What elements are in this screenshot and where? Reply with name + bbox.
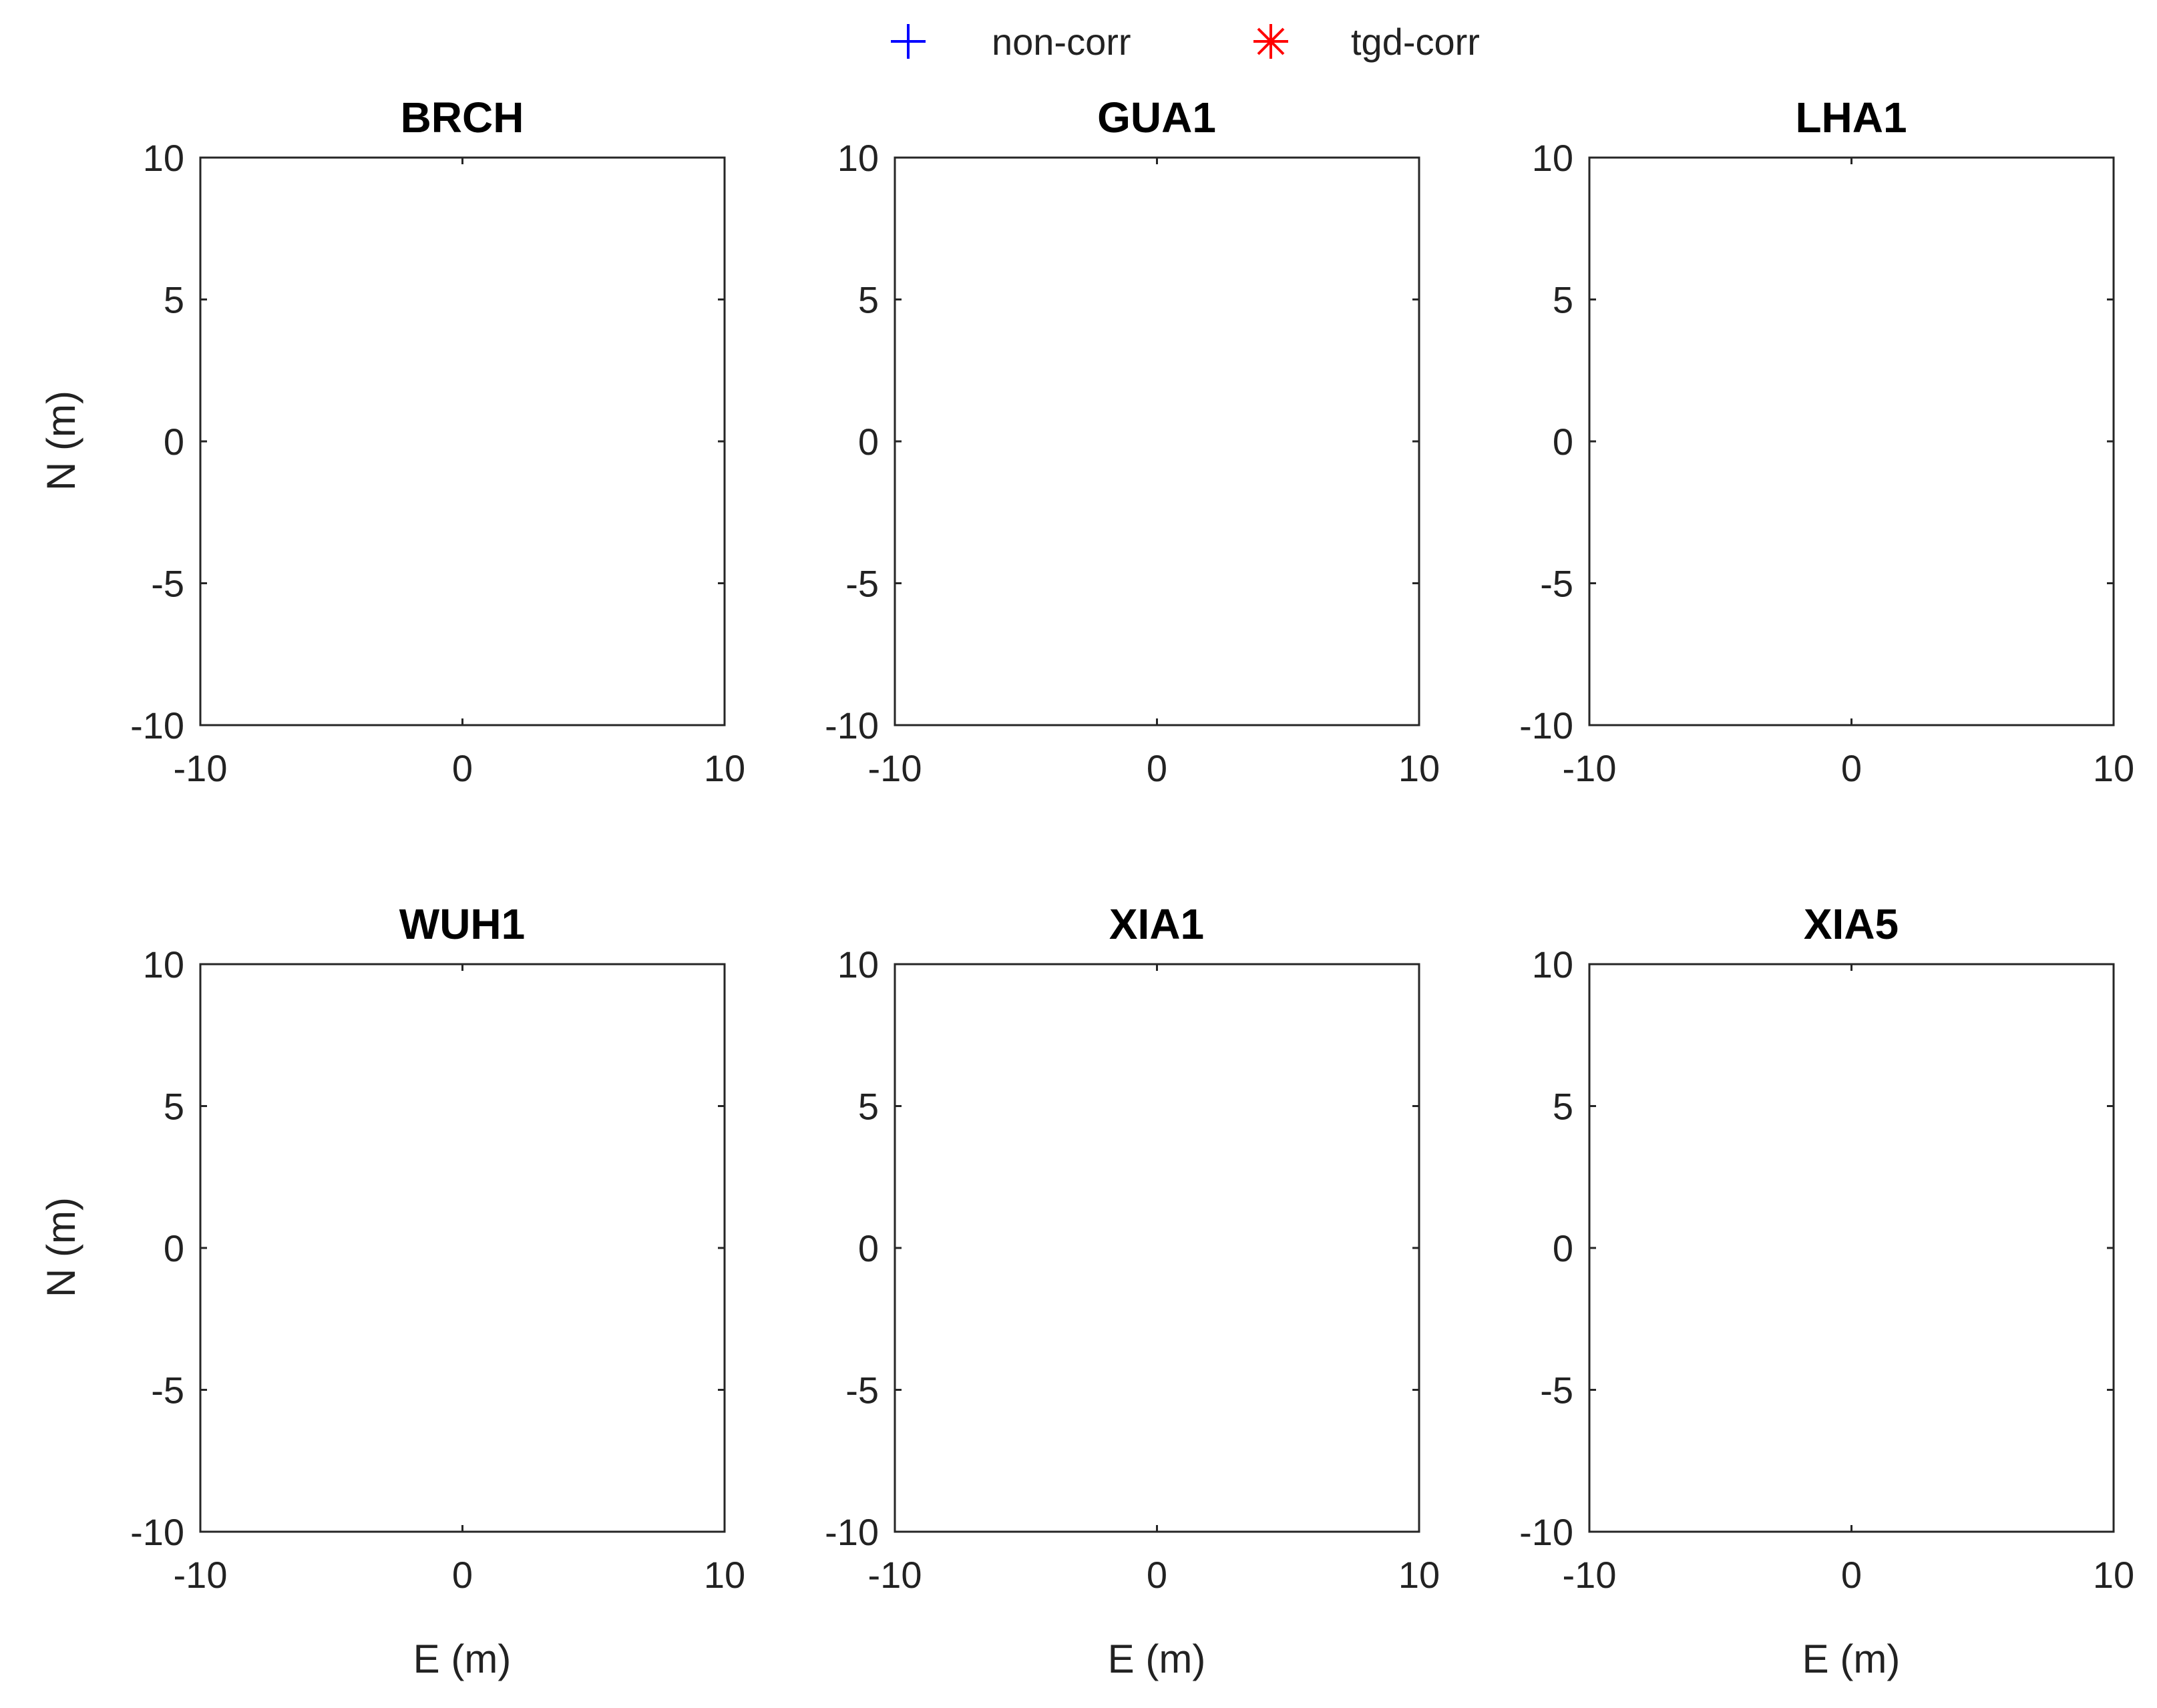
panel-title-lha1: LHA1 bbox=[1795, 93, 1907, 142]
ticks-gua1: -10 0 10 -10 -5 0 5 10 bbox=[825, 137, 1440, 789]
y-tick-label: 0 bbox=[1553, 1227, 1573, 1269]
y-tick-label: -5 bbox=[151, 1369, 184, 1412]
y-tick-label: 10 bbox=[837, 943, 879, 986]
y-tick-label: -5 bbox=[1540, 563, 1573, 605]
panel-lha1: -10 0 10 -10 -5 0 5 10 bbox=[1519, 137, 2134, 789]
x-tick-label: -10 bbox=[868, 1554, 922, 1596]
axis-frame-lha1 bbox=[1588, 156, 2115, 726]
y-tick-label: 10 bbox=[143, 137, 184, 179]
y-tick-label: 5 bbox=[858, 1086, 879, 1128]
x-axis-label-wuh1: E (m) bbox=[413, 1637, 512, 1681]
y-tick-label: 5 bbox=[1553, 1086, 1573, 1128]
ticks-xia1: -10 0 10 -10 -5 0 5 10 bbox=[825, 943, 1440, 1596]
x-tick-label: -10 bbox=[174, 1554, 228, 1596]
y-tick-label: -10 bbox=[130, 704, 184, 746]
x-tick-label: 10 bbox=[2093, 747, 2134, 789]
x-tick-label: -10 bbox=[868, 747, 922, 789]
panel-title-xia1: XIA1 bbox=[1109, 900, 1204, 948]
y-tick-label: 0 bbox=[1553, 421, 1573, 463]
axis-frame-xia1 bbox=[894, 963, 1420, 1533]
y-axis-label-bottom: N (m) bbox=[39, 1197, 83, 1297]
y-tick-label: 5 bbox=[858, 279, 879, 321]
x-tick-label: 0 bbox=[1147, 1554, 1167, 1596]
y-tick-label: -5 bbox=[845, 563, 879, 605]
ticks-brch: -10 0 10 -10 -5 0 5 10 bbox=[130, 137, 745, 789]
legend-label-non-corr: non-corr bbox=[992, 21, 1131, 63]
y-tick-label: 10 bbox=[837, 137, 879, 179]
x-tick-label: 10 bbox=[704, 747, 745, 789]
panel-title-xia5: XIA5 bbox=[1804, 900, 1899, 948]
legend: non-corr tgd-corr bbox=[891, 21, 1480, 63]
legend-marker-non-corr bbox=[891, 24, 926, 59]
y-tick-label: 10 bbox=[143, 943, 184, 986]
x-tick-label: 0 bbox=[452, 747, 473, 789]
x-tick-label: 10 bbox=[2093, 1554, 2134, 1596]
y-tick-label: 0 bbox=[858, 421, 879, 463]
x-tick-label: 10 bbox=[1398, 747, 1440, 789]
x-tick-label: -10 bbox=[1563, 747, 1617, 789]
y-tick-label: -10 bbox=[825, 1511, 879, 1553]
y-tick-label: -10 bbox=[825, 704, 879, 746]
y-tick-label: -5 bbox=[151, 563, 184, 605]
x-tick-label: 10 bbox=[704, 1554, 745, 1596]
panel-brch: -10 0 10 -10 -5 0 5 10 bbox=[130, 137, 745, 789]
x-tick-label: 0 bbox=[452, 1554, 473, 1596]
panel-xia1: -10 0 10 -10 -5 0 5 10 bbox=[825, 943, 1440, 1596]
panel-wuh1: -10 0 10 -10 -5 0 5 10 bbox=[130, 943, 745, 1596]
panel-title-gua1: GUA1 bbox=[1097, 93, 1216, 142]
axis-frame-gua1 bbox=[894, 156, 1420, 726]
legend-label-tgd-corr: tgd-corr bbox=[1351, 21, 1480, 63]
x-axis-label-xia1: E (m) bbox=[1108, 1637, 1206, 1681]
y-tick-label: 5 bbox=[164, 1086, 184, 1128]
legend-marker-tgd-corr bbox=[1253, 24, 1288, 59]
y-tick-label: 10 bbox=[1532, 137, 1573, 179]
y-tick-label: 10 bbox=[1532, 943, 1573, 986]
panel-xia5: -10 0 10 -10 -5 0 5 10 bbox=[1519, 943, 2134, 1596]
x-tick-label: 10 bbox=[1398, 1554, 1440, 1596]
y-tick-label: -10 bbox=[1519, 704, 1573, 746]
axis-frame-xia5 bbox=[1588, 963, 2115, 1533]
ticks-xia5: -10 0 10 -10 -5 0 5 10 bbox=[1519, 943, 2134, 1596]
panel-gua1: -10 0 10 -10 -5 0 5 10 bbox=[825, 137, 1440, 789]
ticks-wuh1: -10 0 10 -10 -5 0 5 10 bbox=[130, 943, 745, 1596]
y-tick-label: 0 bbox=[858, 1227, 879, 1269]
y-tick-label: -5 bbox=[1540, 1369, 1573, 1412]
axis-frame-wuh1 bbox=[199, 963, 726, 1533]
axis-frame-brch bbox=[199, 156, 726, 726]
x-tick-label: -10 bbox=[1563, 1554, 1617, 1596]
y-tick-label: 0 bbox=[164, 1227, 184, 1269]
x-tick-label: 0 bbox=[1841, 1554, 1862, 1596]
panel-title-brch: BRCH bbox=[401, 93, 524, 142]
y-tick-label: -10 bbox=[130, 1511, 184, 1553]
x-tick-label: -10 bbox=[174, 747, 228, 789]
x-axis-label-xia5: E (m) bbox=[1802, 1637, 1901, 1681]
ticks-lha1: -10 0 10 -10 -5 0 5 10 bbox=[1519, 137, 2134, 789]
y-tick-label: 5 bbox=[1553, 279, 1573, 321]
y-tick-label: -5 bbox=[845, 1369, 879, 1412]
y-tick-label: 5 bbox=[164, 279, 184, 321]
x-tick-label: 0 bbox=[1147, 747, 1167, 789]
y-tick-label: 0 bbox=[164, 421, 184, 463]
y-axis-label-top: N (m) bbox=[39, 391, 83, 491]
x-tick-label: 0 bbox=[1841, 747, 1862, 789]
y-tick-label: -10 bbox=[1519, 1511, 1573, 1553]
panel-title-wuh1: WUH1 bbox=[399, 900, 525, 948]
